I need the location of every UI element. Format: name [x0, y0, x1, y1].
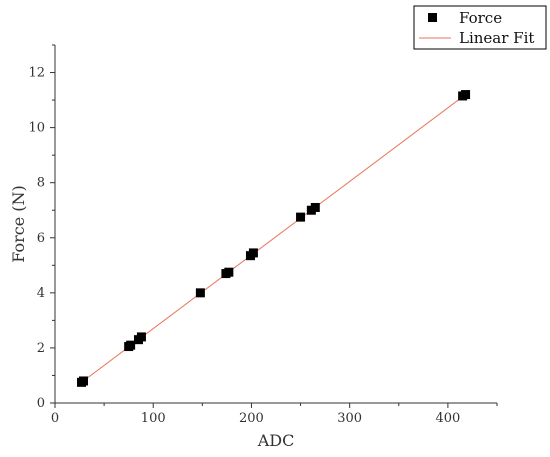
axes: 0 100 200 300 400 0 2 4 6 8 10 12 [28, 44, 498, 426]
legend: Force Linear Fit [413, 5, 547, 50]
y-tick-label: 10 [28, 121, 45, 136]
y-tick-label: 6 [37, 231, 45, 246]
x-tick-label: 400 [435, 411, 460, 426]
x-tick-label: 0 [51, 411, 59, 426]
legend-marker-force [428, 13, 437, 22]
data-point [195, 288, 205, 298]
x-axis-title: ADC [257, 431, 295, 450]
y-tick-label: 0 [37, 396, 45, 411]
data-point [78, 376, 88, 386]
data-point [296, 212, 306, 222]
data-point [224, 267, 234, 277]
x-tick-label: 200 [239, 411, 264, 426]
data-points [77, 90, 471, 387]
legend-label-force: Force [459, 9, 502, 27]
y-tick-label: 4 [37, 286, 45, 301]
x-tick-label: 300 [337, 411, 362, 426]
data-point [126, 340, 136, 350]
data-point [310, 202, 320, 212]
data-point [136, 332, 146, 342]
y-axis-title: Force (N) [9, 185, 28, 263]
data-point [248, 248, 258, 258]
data-point [461, 90, 471, 100]
x-tick-label: 100 [141, 411, 166, 426]
y-tick-label: 2 [37, 341, 45, 356]
y-tick-label: 12 [28, 66, 45, 81]
legend-label-linear-fit: Linear Fit [459, 29, 534, 47]
y-tick-label: 8 [37, 176, 45, 191]
